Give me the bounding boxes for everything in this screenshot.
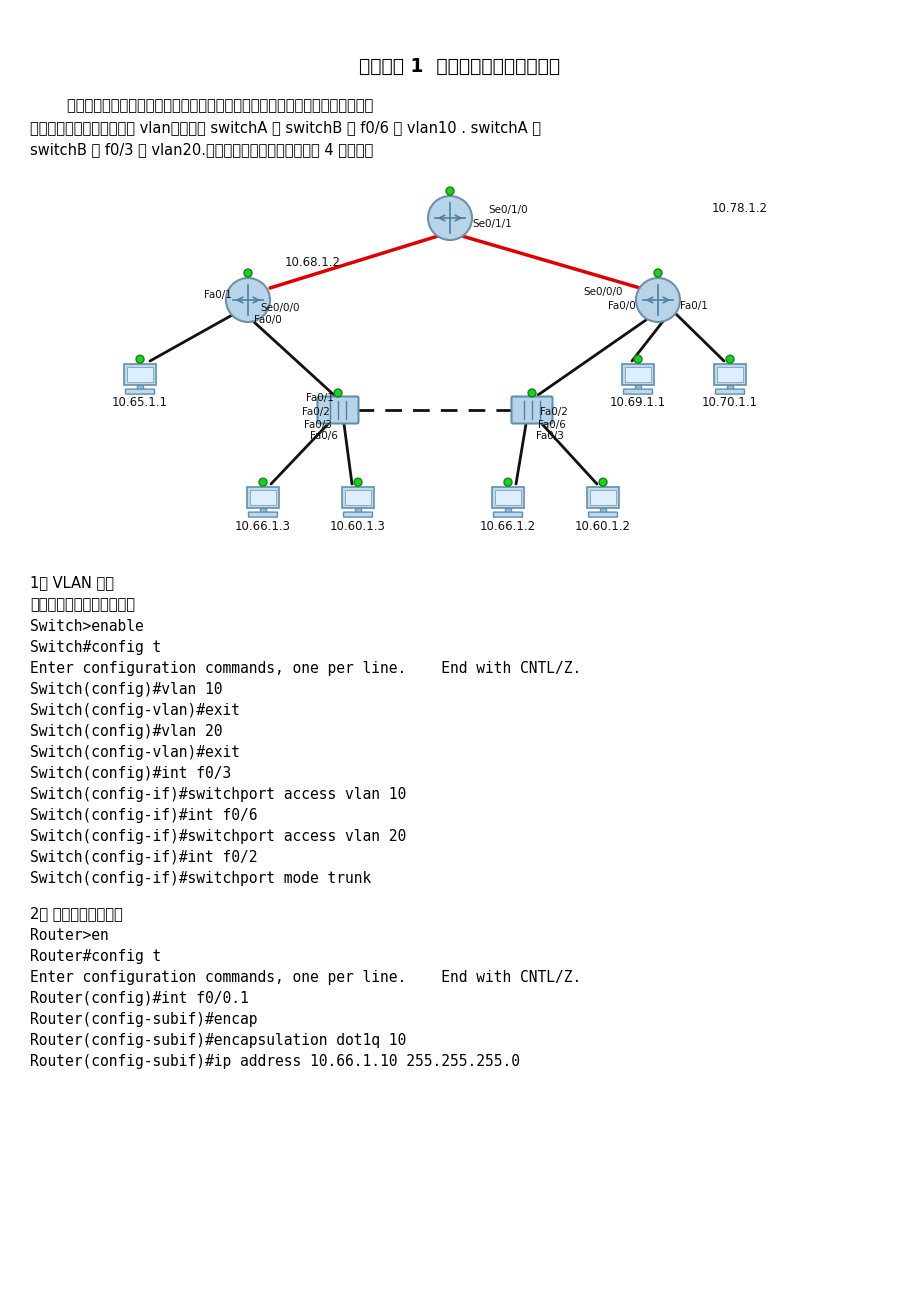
Text: Switch(config-if)#int f0/6: Switch(config-if)#int f0/6 [30, 809, 257, 823]
Text: Router#config t: Router#config t [30, 949, 161, 963]
Circle shape [136, 355, 144, 363]
Text: Fa0/2: Fa0/2 [301, 408, 330, 417]
Text: Router(config-subif)#encap: Router(config-subif)#encap [30, 1012, 257, 1027]
Circle shape [635, 279, 679, 322]
FancyBboxPatch shape [342, 487, 374, 508]
Text: 1、 VLAN 配置: 1、 VLAN 配置 [30, 575, 114, 590]
Circle shape [334, 389, 342, 397]
Text: Switch(config-vlan)#exit: Switch(config-vlan)#exit [30, 703, 240, 717]
FancyBboxPatch shape [493, 512, 522, 517]
FancyBboxPatch shape [124, 365, 156, 384]
Text: Switch(config-if)#switchport mode trunk: Switch(config-if)#switchport mode trunk [30, 871, 371, 885]
Circle shape [354, 478, 361, 486]
Bar [716, 367, 743, 381]
Text: Fa0/3: Fa0/3 [536, 431, 563, 441]
Bar [345, 490, 370, 505]
Bar [599, 508, 606, 513]
Text: Switch#config t: Switch#config t [30, 641, 161, 655]
Text: 10.70.1.1: 10.70.1.1 [701, 397, 757, 410]
Text: Enter configuration commands, one per line.    End with CNTL/Z.: Enter configuration commands, one per li… [30, 970, 581, 986]
Text: Switch(config-vlan)#exit: Switch(config-vlan)#exit [30, 745, 240, 760]
Bar [250, 490, 276, 505]
Text: Fa0/1: Fa0/1 [204, 290, 232, 299]
Bar [260, 508, 266, 513]
Bar [634, 384, 641, 389]
Bar [726, 384, 732, 389]
Text: Se0/1/0: Se0/1/0 [487, 204, 528, 215]
Text: Fa0/2: Fa0/2 [539, 408, 567, 417]
Text: 左右两边交换机相同配置：: 左右两边交换机相同配置： [30, 598, 135, 612]
Text: Fa0/3: Fa0/3 [304, 421, 332, 430]
Bar [355, 508, 360, 513]
FancyBboxPatch shape [317, 397, 358, 423]
FancyBboxPatch shape [248, 512, 278, 517]
Text: 10.66.1.2: 10.66.1.2 [480, 519, 536, 533]
FancyBboxPatch shape [125, 389, 154, 395]
Bar [137, 384, 142, 389]
Text: Fa0/0: Fa0/0 [607, 301, 635, 311]
Text: Router(config-subif)#ip address 10.66.1.10 255.255.255.0: Router(config-subif)#ip address 10.66.1.… [30, 1055, 519, 1069]
Text: Router(config-subif)#encapsulation dot1q 10: Router(config-subif)#encapsulation dot1q… [30, 1032, 406, 1048]
Text: Fa0/0: Fa0/0 [254, 315, 281, 326]
Text: 10.60.1.2: 10.60.1.2 [574, 519, 630, 533]
Text: 综合实训 1  交换机和路由器组合实验: 综合实训 1 交换机和路由器组合实验 [359, 57, 560, 76]
Text: Switch(config)#vlan 20: Switch(config)#vlan 20 [30, 724, 222, 740]
Text: 2、 路由器子接口配置: 2、 路由器子接口配置 [30, 906, 122, 921]
Circle shape [244, 270, 252, 277]
Text: Switch(config)#int f0/3: Switch(config)#int f0/3 [30, 766, 231, 781]
Circle shape [446, 187, 453, 195]
Text: Router>en: Router>en [30, 928, 108, 943]
Text: switchB 的 f0/3 在 vlan20.要求用子接口的模式联通底下 4 台机子。: switchB 的 f0/3 在 vlan20.要求用子接口的模式联通底下 4 … [30, 142, 373, 158]
Text: Fa0/6: Fa0/6 [310, 431, 337, 441]
Text: Enter configuration commands, one per line.    End with CNTL/Z.: Enter configuration commands, one per li… [30, 661, 581, 676]
Text: Switch(config-if)#switchport access vlan 10: Switch(config-if)#switchport access vlan… [30, 786, 406, 802]
FancyBboxPatch shape [623, 389, 652, 395]
Text: Switch>enable: Switch>enable [30, 618, 143, 634]
Circle shape [633, 355, 641, 363]
Text: Switch(config-if)#int f0/2: Switch(config-if)#int f0/2 [30, 850, 257, 865]
Text: Switch(config)#vlan 10: Switch(config)#vlan 10 [30, 682, 222, 697]
FancyBboxPatch shape [713, 365, 745, 384]
Text: Fa0/1: Fa0/1 [306, 393, 334, 404]
Text: 10.66.1.3: 10.66.1.3 [234, 519, 290, 533]
FancyBboxPatch shape [492, 487, 524, 508]
Text: Switch(config-if)#switchport access vlan 20: Switch(config-if)#switchport access vlan… [30, 829, 406, 844]
Circle shape [528, 389, 536, 397]
Text: 10.65.1.1: 10.65.1.1 [112, 397, 168, 410]
FancyBboxPatch shape [586, 487, 618, 508]
FancyBboxPatch shape [246, 487, 278, 508]
Circle shape [653, 270, 662, 277]
Bar [505, 508, 510, 513]
Bar [589, 490, 616, 505]
Circle shape [226, 279, 269, 322]
Circle shape [725, 355, 733, 363]
Bar [494, 490, 520, 505]
Circle shape [259, 478, 267, 486]
Text: 10.68.1.2: 10.68.1.2 [285, 255, 341, 268]
FancyBboxPatch shape [588, 512, 617, 517]
Text: Router(config)#int f0/0.1: Router(config)#int f0/0.1 [30, 991, 248, 1006]
Circle shape [598, 478, 607, 486]
FancyBboxPatch shape [343, 512, 372, 517]
FancyBboxPatch shape [715, 389, 743, 395]
Text: 要求所有计算机和交换机以及路由器的端口可以联通。由于交换机下的计算机在: 要求所有计算机和交换机以及路由器的端口可以联通。由于交换机下的计算机在 [30, 98, 373, 113]
FancyBboxPatch shape [511, 397, 552, 423]
Bar [624, 367, 651, 381]
Text: 10.78.1.2: 10.78.1.2 [711, 202, 767, 215]
Text: Fa0/1: Fa0/1 [679, 301, 707, 311]
Text: 10.69.1.1: 10.69.1.1 [609, 397, 665, 410]
Text: Fa0/6: Fa0/6 [538, 421, 565, 430]
Text: Se0/1/1: Se0/1/1 [471, 219, 511, 229]
Circle shape [427, 197, 471, 240]
Circle shape [504, 478, 512, 486]
Text: Se0/0/0: Se0/0/0 [583, 286, 622, 297]
Text: Se0/0/0: Se0/0/0 [260, 303, 300, 312]
Text: 10.60.1.3: 10.60.1.3 [330, 519, 385, 533]
FancyBboxPatch shape [621, 365, 653, 384]
Text: 两个网络段，所以要求划分 vlan，现要求 switchA 和 switchB 的 f0/6 在 vlan10 . switchA 和: 两个网络段，所以要求划分 vlan，现要求 switchA 和 switchB … [30, 120, 540, 135]
Bar [127, 367, 153, 381]
